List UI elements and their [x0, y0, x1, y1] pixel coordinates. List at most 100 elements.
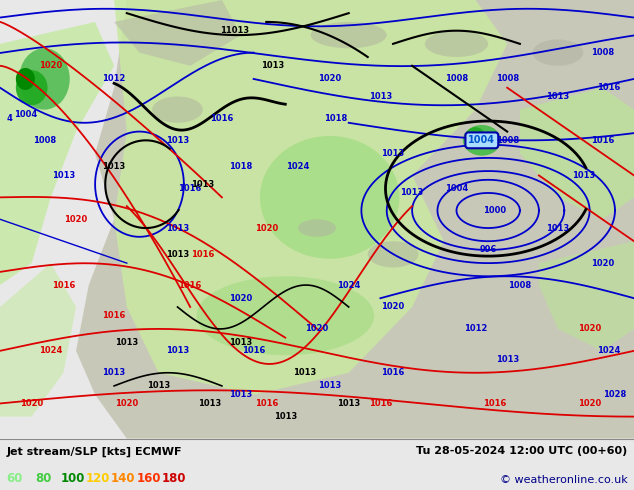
Text: 1020: 1020: [578, 324, 601, 333]
Text: 1016: 1016: [179, 184, 202, 193]
Ellipse shape: [16, 70, 48, 105]
Text: © weatheronline.co.uk: © weatheronline.co.uk: [500, 475, 628, 485]
Text: 1013: 1013: [103, 368, 126, 377]
Text: 1013: 1013: [166, 136, 189, 145]
Text: 80: 80: [35, 472, 51, 485]
Text: 1016: 1016: [597, 83, 620, 92]
Polygon shape: [114, 0, 241, 66]
Text: 1013: 1013: [166, 250, 189, 259]
Text: 1016: 1016: [591, 136, 614, 145]
Text: 1013: 1013: [293, 368, 316, 377]
Text: 1018: 1018: [230, 162, 252, 171]
Text: 1013: 1013: [401, 189, 424, 197]
Text: 1016: 1016: [210, 114, 233, 123]
Text: 1016: 1016: [483, 399, 506, 408]
Polygon shape: [114, 0, 507, 395]
Text: 1020: 1020: [306, 324, 328, 333]
Polygon shape: [76, 0, 634, 439]
Text: 1020: 1020: [255, 223, 278, 233]
Text: 996: 996: [479, 245, 497, 254]
Text: 1020: 1020: [115, 399, 138, 408]
Text: 1000: 1000: [483, 206, 506, 215]
Text: 4: 4: [6, 114, 12, 123]
Text: 1004: 1004: [445, 184, 468, 193]
Text: 60: 60: [6, 472, 23, 485]
Ellipse shape: [260, 136, 399, 259]
Text: 1013: 1013: [337, 399, 360, 408]
Text: 1020: 1020: [230, 294, 252, 303]
Ellipse shape: [466, 127, 485, 145]
Text: 1008: 1008: [496, 74, 519, 83]
Ellipse shape: [19, 48, 70, 110]
Ellipse shape: [152, 97, 203, 123]
Text: 1013: 1013: [103, 162, 126, 171]
Text: 1024: 1024: [287, 162, 309, 171]
Text: 1013: 1013: [166, 346, 189, 355]
Text: 11013: 11013: [220, 26, 249, 35]
Text: 1016: 1016: [52, 281, 75, 290]
Ellipse shape: [533, 40, 583, 66]
Text: 1004: 1004: [14, 110, 37, 119]
Text: 1013: 1013: [547, 92, 569, 101]
Text: 1024: 1024: [597, 346, 620, 355]
Text: Jet stream/SLP [kts] ECMWF: Jet stream/SLP [kts] ECMWF: [6, 446, 182, 457]
Text: 1016: 1016: [369, 399, 392, 408]
Ellipse shape: [311, 22, 387, 48]
Text: 1028: 1028: [604, 390, 626, 399]
Text: 1020: 1020: [39, 61, 62, 70]
Ellipse shape: [425, 31, 488, 57]
Text: 1020: 1020: [591, 259, 614, 268]
Text: 1013: 1013: [230, 390, 252, 399]
Polygon shape: [539, 241, 634, 351]
Text: 1004: 1004: [469, 135, 495, 146]
Text: 1008: 1008: [496, 136, 519, 145]
Text: 1008: 1008: [33, 136, 56, 145]
Text: 1013: 1013: [274, 412, 297, 421]
Text: 1016: 1016: [242, 346, 265, 355]
Text: 120: 120: [86, 472, 110, 485]
Text: 1013: 1013: [198, 399, 221, 408]
Text: 1013: 1013: [496, 355, 519, 364]
Text: 140: 140: [111, 472, 136, 485]
Text: 1016: 1016: [255, 399, 278, 408]
Text: 160: 160: [136, 472, 161, 485]
Text: 1013: 1013: [147, 381, 170, 391]
Ellipse shape: [368, 241, 418, 268]
Ellipse shape: [298, 220, 336, 237]
Polygon shape: [0, 22, 114, 285]
Text: 100: 100: [60, 472, 84, 485]
Text: 1013: 1013: [261, 61, 284, 70]
Text: 1018: 1018: [325, 114, 347, 123]
Text: 1013: 1013: [382, 149, 404, 158]
Text: 1012: 1012: [464, 324, 487, 333]
Text: 1008: 1008: [508, 281, 531, 290]
Text: 1008: 1008: [445, 74, 468, 83]
Text: 1016: 1016: [179, 281, 202, 290]
Text: 1016: 1016: [103, 311, 126, 320]
Text: 1013: 1013: [52, 171, 75, 180]
Polygon shape: [520, 88, 634, 220]
Text: 1020: 1020: [20, 399, 43, 408]
Text: 1013: 1013: [115, 338, 138, 346]
Text: 1013: 1013: [547, 223, 569, 233]
Text: 1013: 1013: [318, 381, 341, 391]
Text: 1020: 1020: [318, 74, 341, 83]
Text: 1013: 1013: [230, 338, 252, 346]
Text: 1013: 1013: [191, 180, 214, 189]
Text: 1016: 1016: [191, 250, 214, 259]
Text: 1012: 1012: [103, 74, 126, 83]
Text: 1020: 1020: [578, 399, 601, 408]
Text: Tu 28-05-2024 12:00 UTC (00+60): Tu 28-05-2024 12:00 UTC (00+60): [417, 446, 628, 456]
Text: 1024: 1024: [39, 346, 62, 355]
Text: 180: 180: [162, 472, 186, 485]
Text: 1013: 1013: [166, 223, 189, 233]
Ellipse shape: [463, 125, 501, 156]
Polygon shape: [0, 263, 76, 416]
Text: 1020: 1020: [65, 215, 87, 224]
Ellipse shape: [16, 68, 35, 90]
Text: 1016: 1016: [382, 368, 404, 377]
Ellipse shape: [197, 276, 374, 355]
Text: 1013: 1013: [369, 92, 392, 101]
Text: 1024: 1024: [337, 281, 360, 290]
Text: 1020: 1020: [382, 302, 404, 312]
